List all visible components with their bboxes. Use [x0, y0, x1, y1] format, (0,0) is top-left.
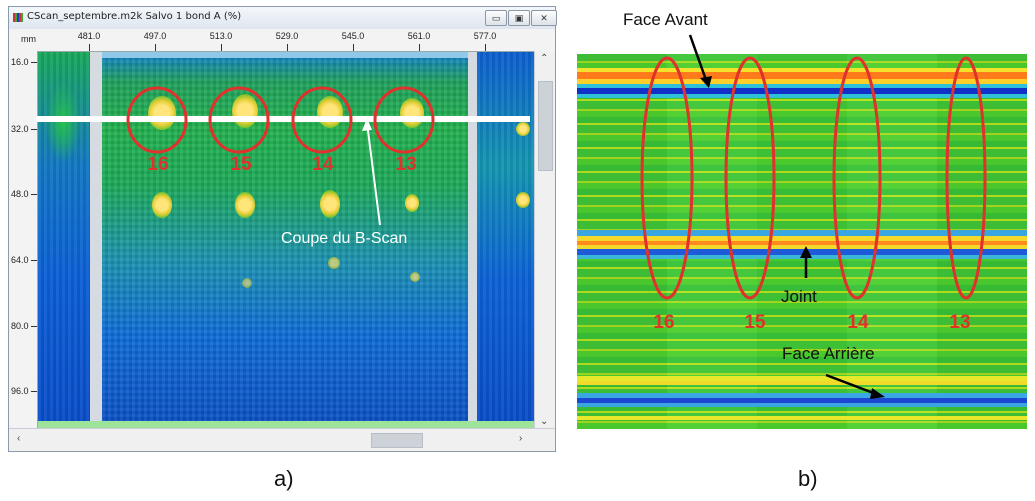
y-tick-label: 64.0 [11, 255, 29, 265]
indent-hotspot [242, 278, 252, 288]
horizontal-ruler: mm 481.0 497.0 513.0 529.0 545.0 561.0 5… [9, 29, 555, 52]
y-tick [31, 260, 37, 261]
y-tick [31, 326, 37, 327]
indent-hotspot [516, 122, 530, 136]
horizontal-scroll-thumb[interactable] [371, 433, 423, 448]
vertical-ruler: 16.0 32.0 48.0 64.0 80.0 96.0 [9, 51, 38, 429]
cscan-window: CScan_septembre.m2k Salvo 1 bond A (%) ▭… [8, 6, 557, 452]
bscan-band [577, 72, 1027, 79]
indent-number-14: 14 [312, 154, 334, 175]
y-tick [31, 129, 37, 130]
scroll-down-arrow[interactable]: ⌄ [540, 416, 549, 427]
bscan-band [577, 84, 1027, 88]
bscan-band [577, 88, 1027, 94]
y-tick [31, 194, 37, 195]
indent-hotspot [235, 192, 255, 218]
indent-hotspot [516, 192, 530, 208]
bscan-band [577, 393, 1027, 398]
bscan-image[interactable] [577, 54, 1027, 429]
bscan-band [577, 255, 1027, 259]
indent-hotspot [317, 96, 343, 128]
indent-hotspot [148, 96, 176, 130]
y-tick-label: 48.0 [11, 189, 29, 199]
y-tick [31, 391, 37, 392]
app-icon [13, 13, 23, 22]
bscan-cut-callout: Coupe du B-Scan [281, 230, 408, 247]
scroll-left-arrow[interactable]: ‹ [17, 433, 21, 444]
bscan-band [577, 376, 1027, 381]
x-tick-label: 577.0 [473, 31, 497, 41]
indent-hotspot [405, 194, 419, 212]
y-tick [31, 62, 37, 63]
x-tick-label: 481.0 [77, 31, 101, 41]
bscan-band [577, 241, 1027, 245]
bscan-band [577, 79, 1027, 84]
bscan-band [577, 416, 1027, 420]
close-button[interactable]: ✕ [531, 10, 557, 26]
vertical-scroll-thumb[interactable] [538, 81, 553, 171]
x-tick [221, 44, 222, 51]
vertical-scrollbar[interactable]: ⌃ ⌄ [534, 51, 555, 429]
bscan-band [577, 381, 1027, 385]
y-tick-label: 16.0 [11, 57, 29, 67]
x-tick [89, 44, 90, 51]
indent-number-13: 13 [395, 154, 417, 175]
joint-label: Joint [781, 287, 817, 306]
bscan-band [577, 398, 1027, 403]
bscan-number-16: 16 [653, 312, 675, 333]
caption-a: a) [274, 466, 294, 491]
horizontal-scrollbar[interactable]: ‹ › [9, 428, 555, 451]
caption-b: b) [798, 466, 818, 491]
x-tick-label: 513.0 [209, 31, 233, 41]
bscan-number-15: 15 [744, 312, 766, 333]
indent-hotspot [400, 98, 424, 128]
restore-button[interactable]: ▣ [508, 10, 530, 26]
indent-hotspot [152, 192, 172, 218]
bscan-band [577, 236, 1027, 241]
scan-strip-right [477, 52, 535, 429]
front-face-label: Face Avant [623, 10, 708, 29]
bscan-number-13: 13 [949, 312, 971, 333]
bscan-band [577, 403, 1027, 407]
ruler-unit: mm [21, 34, 36, 44]
x-tick [485, 44, 486, 51]
scan-gap [468, 52, 477, 429]
x-tick [287, 44, 288, 51]
x-tick-label: 497.0 [143, 31, 167, 41]
bscan-band [577, 68, 1027, 72]
bscan-band [577, 94, 1027, 98]
indent-number-15: 15 [230, 154, 252, 175]
scroll-right-arrow[interactable]: › [519, 433, 523, 444]
x-tick-label: 545.0 [341, 31, 365, 41]
indent-hotspot [410, 272, 420, 282]
indent-hotspot [232, 94, 258, 128]
indent-number-16: 16 [147, 154, 169, 175]
scroll-up-arrow[interactable]: ⌃ [540, 53, 549, 64]
x-tick-label: 529.0 [275, 31, 299, 41]
bscan-band [577, 230, 1027, 236]
x-tick [353, 44, 354, 51]
scan-top-band [102, 52, 468, 58]
x-tick-label: 561.0 [407, 31, 431, 41]
bscan-number-14: 14 [847, 312, 869, 333]
scan-strip-left [38, 52, 90, 429]
back-face-label: Face Arrière [782, 344, 875, 363]
y-tick-label: 32.0 [11, 124, 29, 134]
x-tick [155, 44, 156, 51]
y-tick-label: 80.0 [11, 321, 29, 331]
scan-bottom-band [38, 421, 535, 429]
scan-gap [90, 52, 102, 429]
indent-hotspot [320, 190, 340, 218]
indent-hotspot [328, 257, 340, 269]
window-title: CScan_septembre.m2k Salvo 1 bond A (%) [27, 11, 242, 22]
title-bar[interactable]: CScan_septembre.m2k Salvo 1 bond A (%) ▭… [9, 7, 557, 30]
minimize-button[interactable]: ▭ [485, 10, 507, 26]
y-tick-label: 96.0 [11, 386, 29, 396]
x-tick [419, 44, 420, 51]
